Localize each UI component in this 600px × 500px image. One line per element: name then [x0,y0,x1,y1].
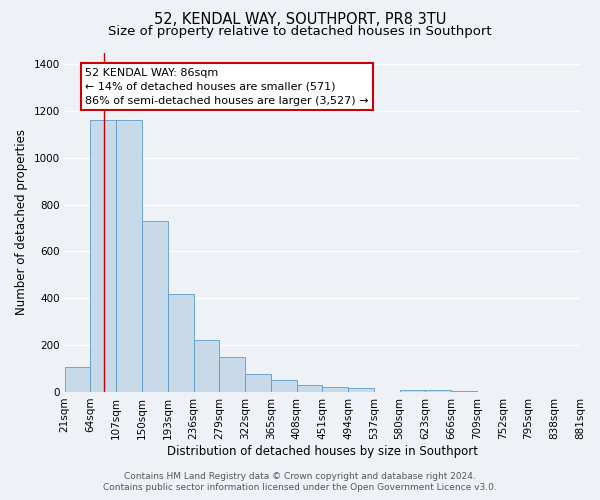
Y-axis label: Number of detached properties: Number of detached properties [15,129,28,315]
Bar [451,391,477,392]
Bar [296,385,322,392]
Bar [168,294,193,392]
Bar [348,388,374,392]
Text: 52, KENDAL WAY, SOUTHPORT, PR8 3TU: 52, KENDAL WAY, SOUTHPORT, PR8 3TU [154,12,446,28]
Bar [400,390,425,392]
Text: Contains HM Land Registry data © Crown copyright and database right 2024.
Contai: Contains HM Land Registry data © Crown c… [103,472,497,492]
Bar [219,357,245,392]
X-axis label: Distribution of detached houses by size in Southport: Distribution of detached houses by size … [167,444,478,458]
Bar [193,340,219,392]
Text: 52 KENDAL WAY: 86sqm
← 14% of detached houses are smaller (571)
86% of semi-deta: 52 KENDAL WAY: 86sqm ← 14% of detached h… [85,68,369,106]
Bar [142,221,168,392]
Bar [91,120,116,392]
Bar [322,388,348,392]
Bar [425,390,451,392]
Bar [271,380,296,392]
Bar [245,374,271,392]
Bar [65,367,91,392]
Bar [116,120,142,392]
Text: Size of property relative to detached houses in Southport: Size of property relative to detached ho… [108,25,492,38]
